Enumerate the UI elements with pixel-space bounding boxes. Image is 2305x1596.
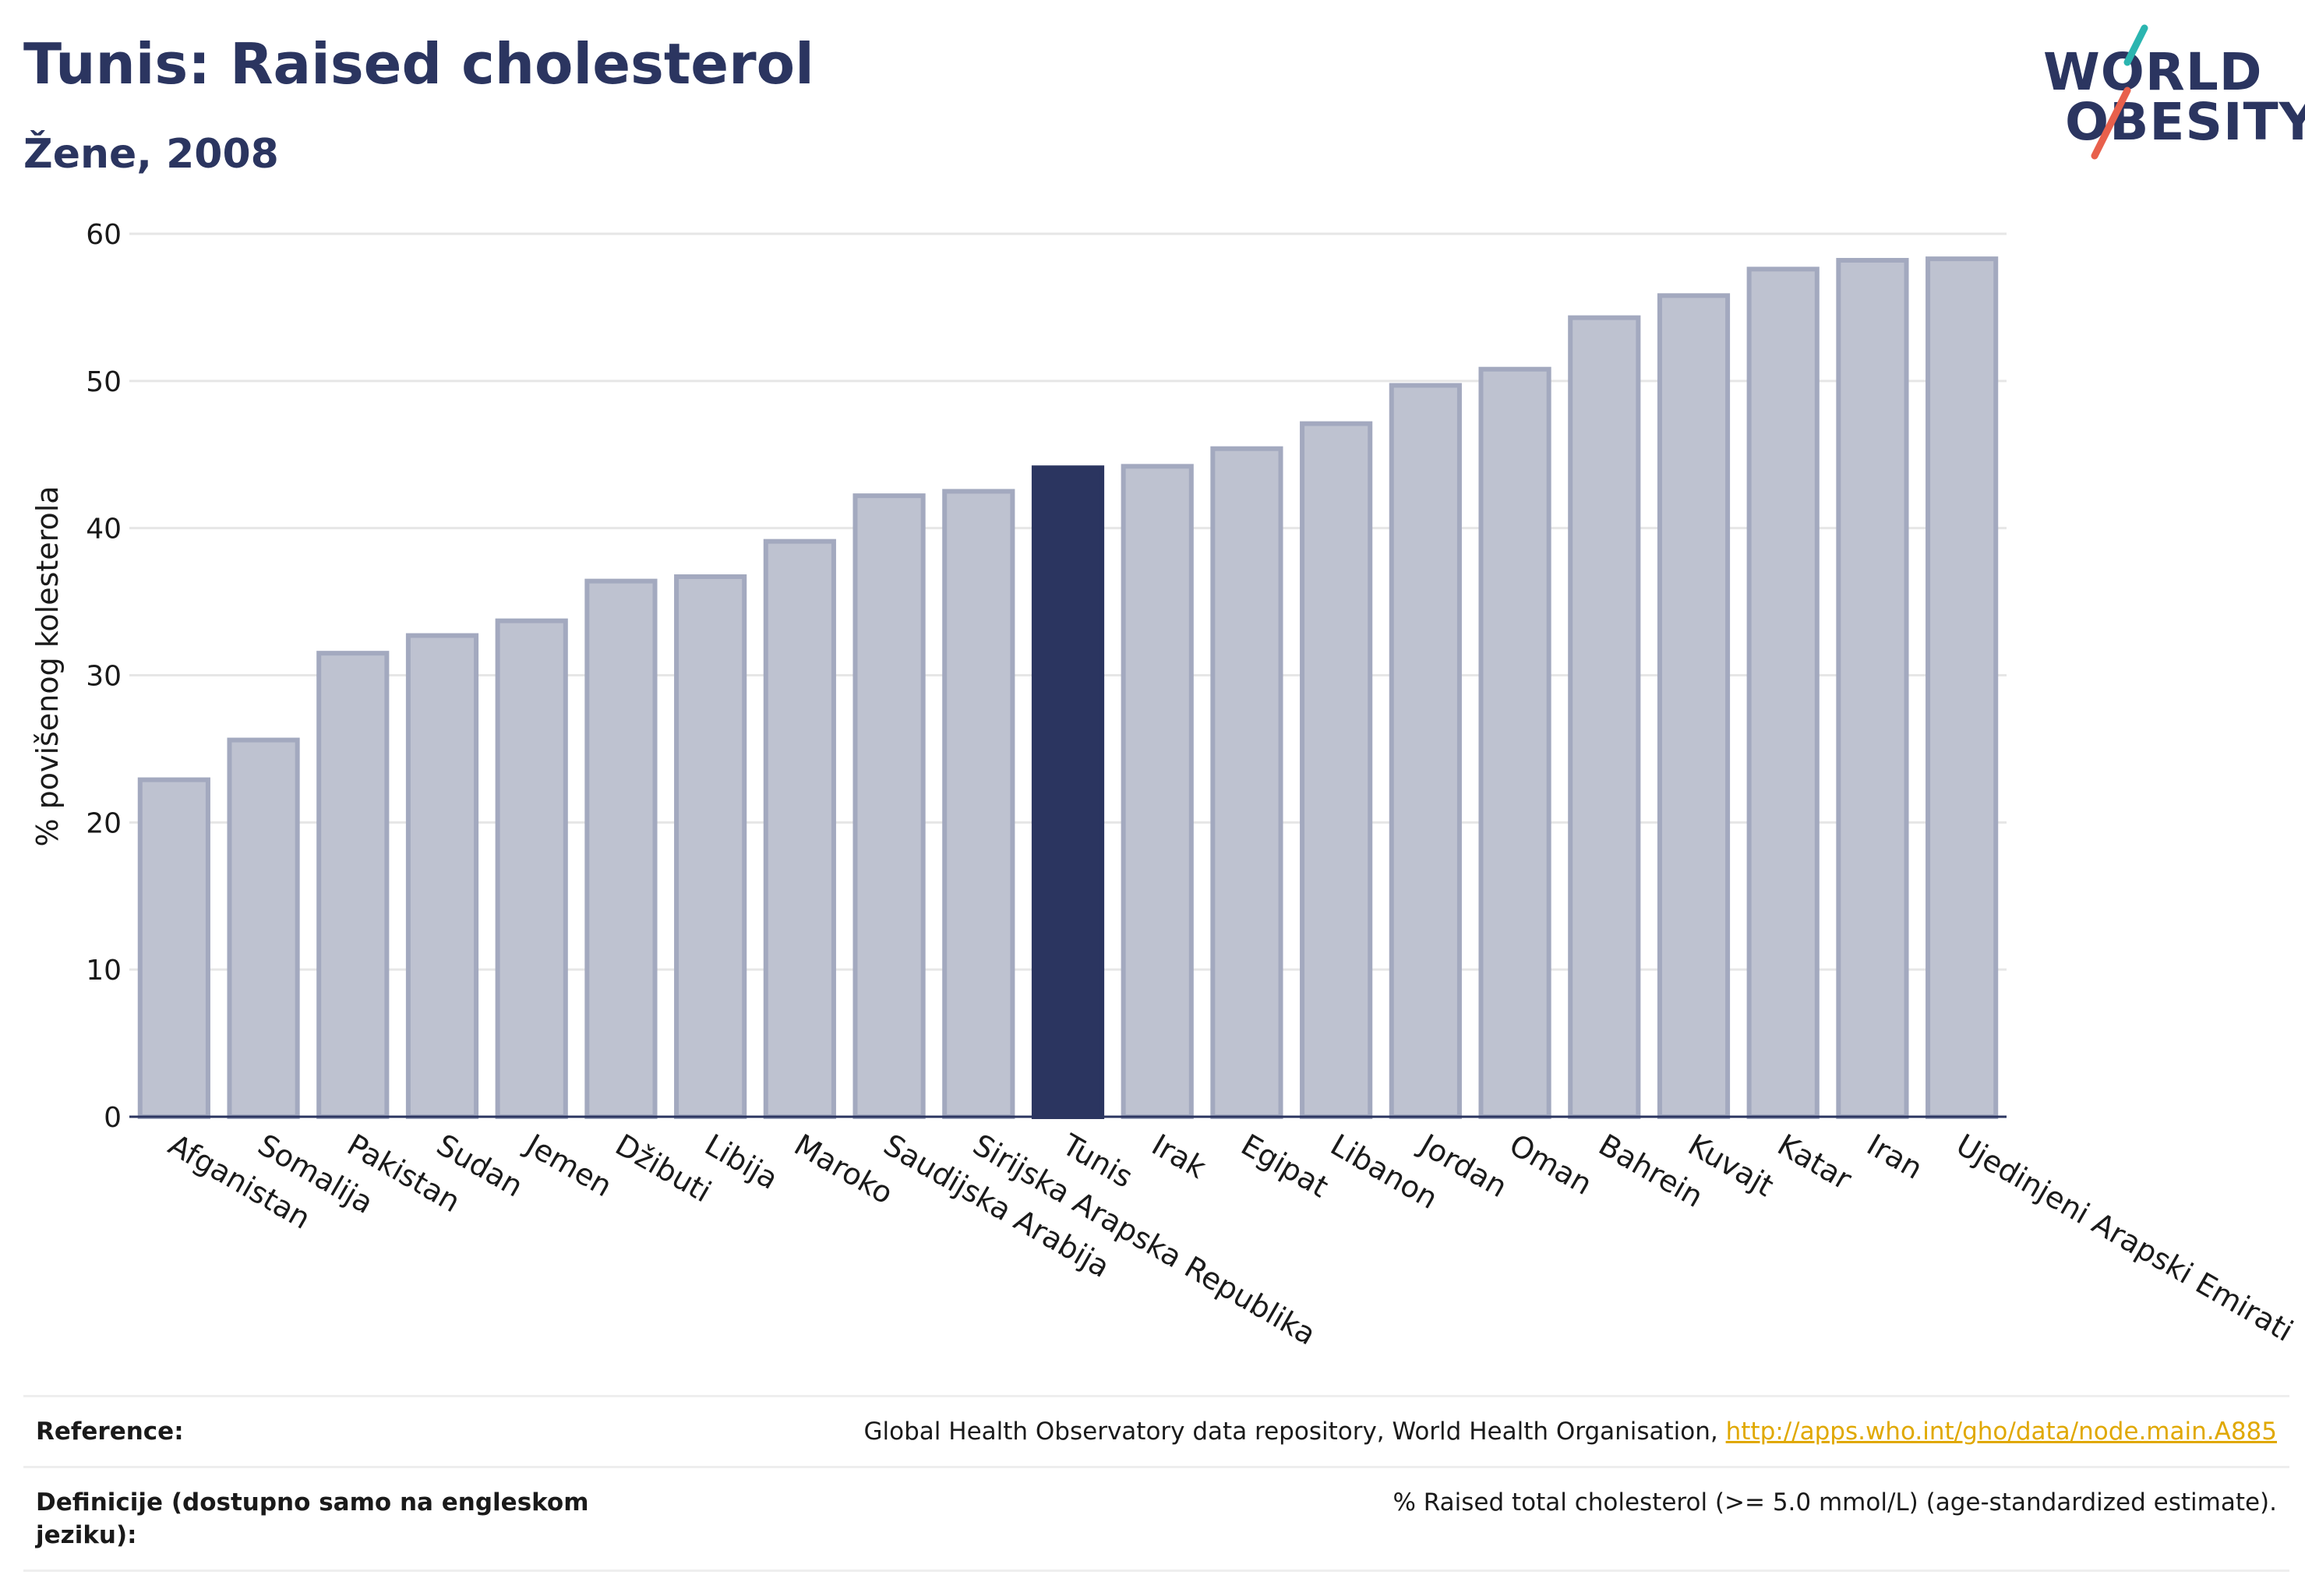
bar-jordan bbox=[1389, 383, 1462, 1119]
reference-link[interactable]: http://apps.who.int/gho/data/node.main.A… bbox=[1725, 1418, 2277, 1446]
bar-afganistan bbox=[137, 777, 210, 1119]
bar-maroko bbox=[763, 538, 836, 1119]
y-tick-label: 20 bbox=[86, 807, 122, 839]
world-obesity-logo: WORLD OBESITY bbox=[2034, 23, 2305, 164]
definition-label: Definicije (dostupno samo na engleskom j… bbox=[36, 1488, 589, 1549]
bar-irak bbox=[1121, 464, 1194, 1119]
x-tick-label: Oman bbox=[1504, 1128, 1598, 1202]
reference-text: Global Health Observatory data repositor… bbox=[863, 1418, 1726, 1446]
x-tick-label: Iran bbox=[1861, 1128, 1928, 1186]
bar-bahrein bbox=[1568, 315, 1641, 1119]
bar-egipat bbox=[1210, 446, 1283, 1119]
bar-pakistan bbox=[316, 651, 390, 1119]
chart-title: Tunis: Raised cholesterol bbox=[23, 31, 814, 97]
bar-libija bbox=[674, 574, 747, 1119]
reference-value: Global Health Observatory data repositor… bbox=[864, 1416, 2277, 1449]
bar-sudan bbox=[405, 633, 479, 1119]
x-tick-label: Ujedinjeni Arapski Emirati bbox=[1950, 1128, 2299, 1348]
bars bbox=[137, 256, 1999, 1120]
y-tick-label: 0 bbox=[104, 1102, 122, 1134]
chart-footer: Reference: Global Health Observatory dat… bbox=[23, 1395, 2289, 1572]
chart-subtitle: Žene, 2008 bbox=[23, 131, 279, 178]
reference-label: Reference: bbox=[36, 1418, 184, 1446]
x-tick-label: Džibuti bbox=[609, 1128, 717, 1209]
y-tick-label: 50 bbox=[86, 366, 122, 398]
y-axis-ticks: 0 10 20 30 40 50 60 bbox=[86, 219, 122, 1134]
bar-libanon bbox=[1300, 421, 1373, 1119]
bar-džibuti bbox=[584, 578, 658, 1119]
y-tick-label: 10 bbox=[86, 955, 122, 987]
y-axis-label: % povišenog kolesterola bbox=[30, 486, 65, 846]
bar-kuvajt bbox=[1657, 293, 1731, 1119]
bar-oman bbox=[1478, 366, 1551, 1119]
y-tick-label: 40 bbox=[86, 514, 122, 546]
bar-saudijska-arabija bbox=[852, 493, 926, 1119]
bar-katar bbox=[1746, 267, 1820, 1120]
reference-row: Reference: Global Health Observatory dat… bbox=[23, 1395, 2289, 1466]
logo-slash-icon bbox=[2091, 24, 2148, 160]
logo-line-1: WORLD bbox=[2043, 42, 2263, 102]
bar-iran bbox=[1836, 257, 1909, 1119]
bar-sirijska-arapska-republika bbox=[942, 489, 1015, 1119]
bar-ujedinjeni-arapski-emirati bbox=[1926, 256, 1999, 1119]
bar-jemen bbox=[495, 618, 568, 1119]
x-axis-labels: AfganistanSomalijaPakistanSudanJemenDžib… bbox=[163, 1127, 2299, 1352]
y-tick-label: 60 bbox=[86, 219, 122, 251]
x-tick-label: Katar bbox=[1772, 1128, 1858, 1197]
x-tick-label: Maroko bbox=[789, 1128, 899, 1211]
y-tick-label: 30 bbox=[86, 661, 122, 693]
definition-value: % Raised total cholesterol (>= 5.0 mmol/… bbox=[1393, 1488, 2277, 1517]
bar-somalija bbox=[227, 737, 300, 1119]
bar-chart: 0 10 20 30 40 50 60 AfganistanSomalijaPakistan… bbox=[30, 219, 2299, 1352]
x-tick-label: Irak bbox=[1146, 1128, 1212, 1185]
x-tick-label: Egipat bbox=[1235, 1128, 1334, 1205]
x-tick-label: Jemen bbox=[519, 1127, 618, 1204]
definition-row: Definicije (dostupno samo na engleskom j… bbox=[23, 1465, 2289, 1572]
bar-tunis bbox=[1031, 465, 1105, 1119]
